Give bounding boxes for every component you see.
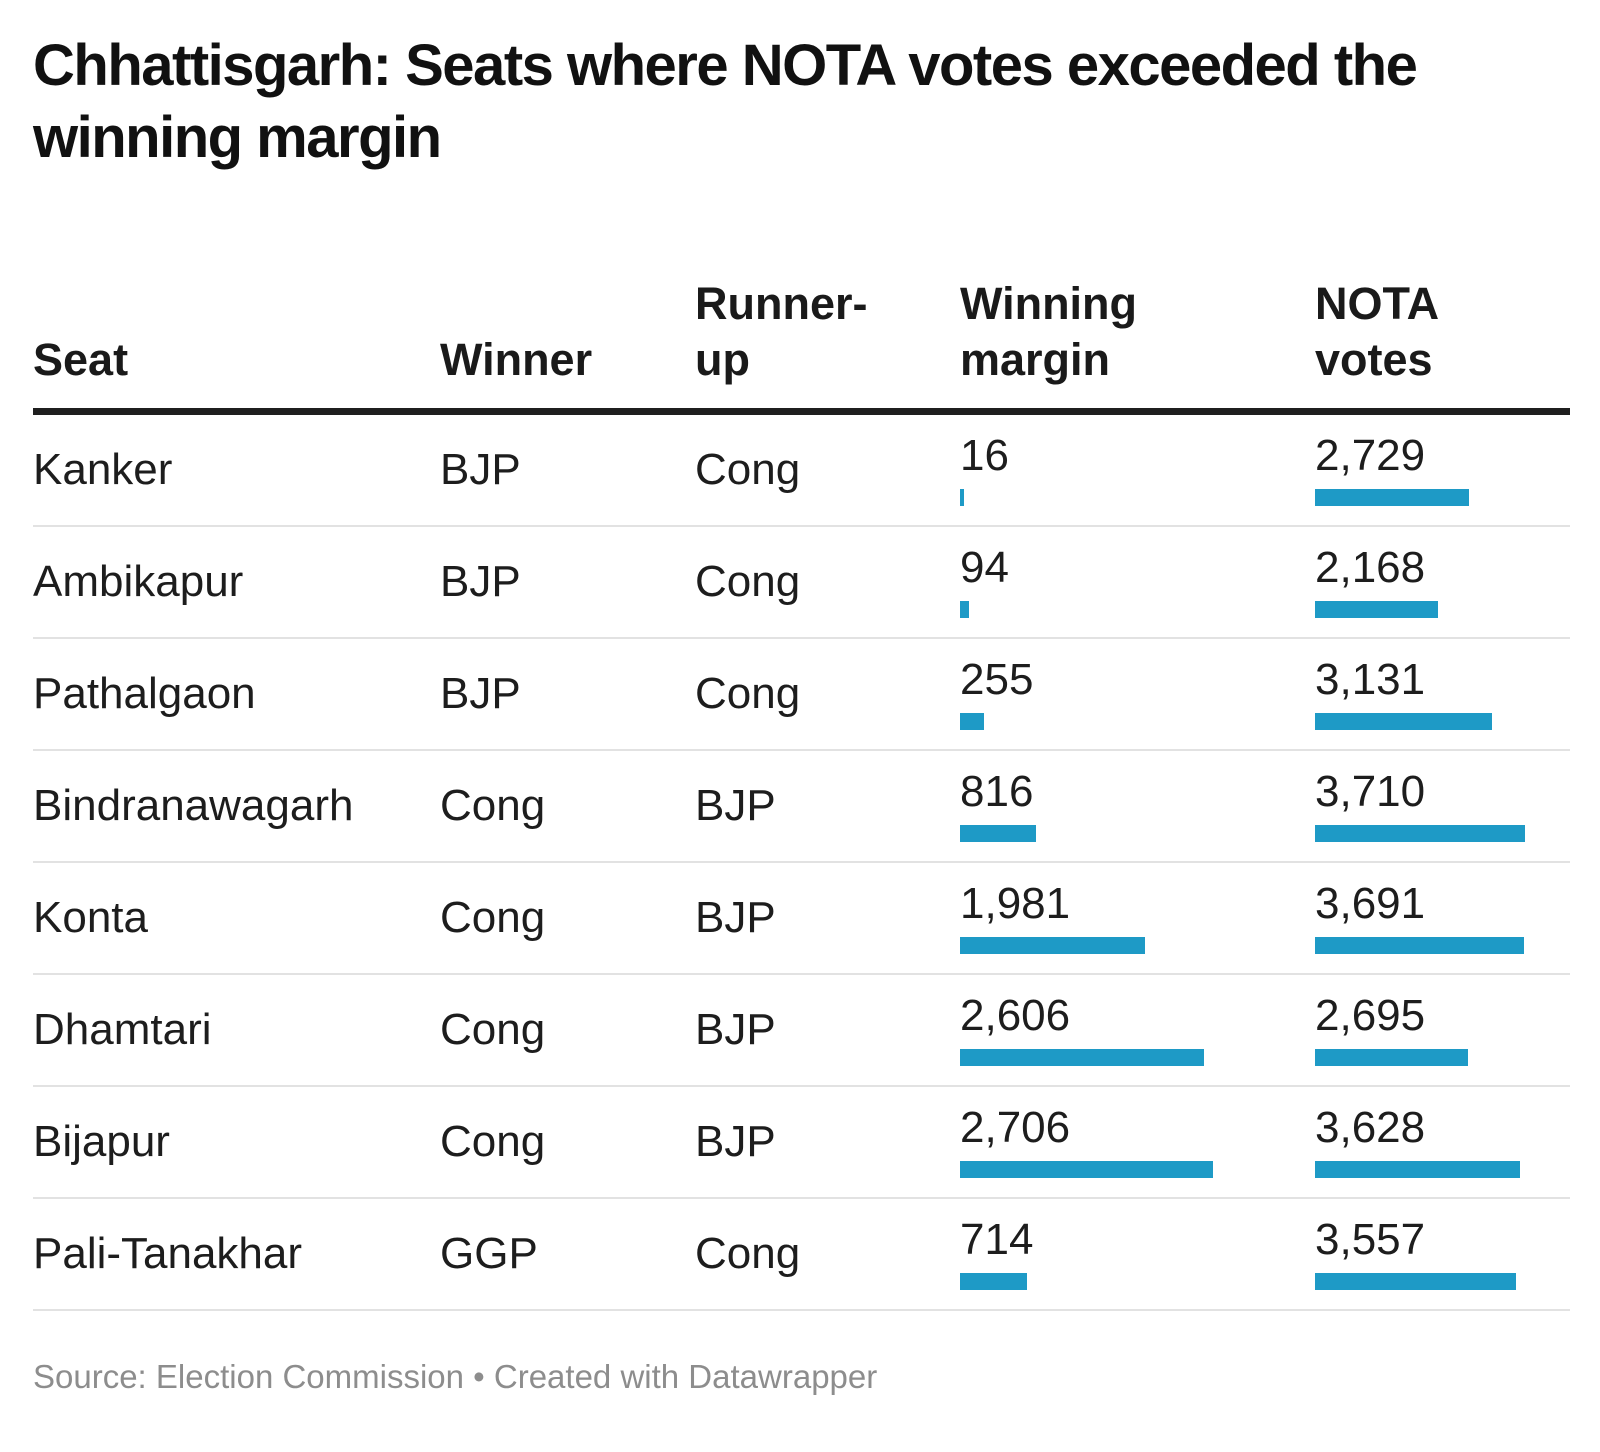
nota-votes-bar: [1315, 937, 1524, 954]
nota-votes-bar: [1315, 1161, 1521, 1178]
runner-up-cell: BJP: [695, 1117, 776, 1166]
seat-cell: Pali-Tanakhar: [33, 1229, 303, 1278]
winning-margin-cell: 816: [960, 751, 1315, 861]
table-row: Ambikapur BJP Cong 94 2,168: [33, 527, 1570, 639]
runner-up-cell: Cong: [695, 1229, 801, 1278]
column-header-seat-label: Seat: [33, 334, 129, 385]
column-header-runner-up-label: Runner-up: [695, 278, 868, 385]
runner-up-cell: BJP: [695, 1005, 776, 1054]
winning-margin-bar: [960, 1273, 1027, 1290]
runner-up-cell: Cong: [695, 557, 801, 606]
seat-cell: Kanker: [33, 445, 173, 494]
table-row: Pali-Tanakhar GGP Cong 714 3,557: [33, 1199, 1570, 1311]
nota-votes-value: 2,168: [1315, 543, 1426, 592]
nota-votes-cell: 2,695: [1315, 975, 1570, 1085]
seat-cell: Bindranawagarh: [33, 781, 354, 830]
nota-votes-value: 3,628: [1315, 1103, 1426, 1152]
table-row: Bindranawagarh Cong BJP 816 3,710: [33, 751, 1570, 863]
table-row: Kanker BJP Cong 16 2,729: [33, 415, 1570, 527]
winning-margin-value: 16: [960, 431, 1009, 480]
nota-votes-cell: 3,710: [1315, 751, 1570, 861]
winner-cell: Cong: [440, 1117, 546, 1166]
nota-votes-bar: [1315, 1273, 1517, 1290]
winning-margin-value: 2,606: [960, 991, 1071, 1040]
nota-votes-bar: [1315, 825, 1525, 842]
winning-margin-bar: [960, 937, 1146, 954]
chart-title: Chhattisgarh: Seats where NOTA votes exc…: [33, 33, 1418, 170]
winning-margin-cell: 1,981: [960, 863, 1315, 973]
nota-votes-bar: [1315, 489, 1470, 506]
winning-margin-cell: 94: [960, 527, 1315, 637]
winning-margin-value: 816: [960, 767, 1034, 816]
winner-cell: BJP: [440, 557, 521, 606]
winner-cell: GGP: [440, 1229, 538, 1278]
nota-votes-cell: 2,729: [1315, 415, 1570, 525]
column-header-winner: Winner: [440, 332, 695, 408]
nota-votes-value: 3,691: [1315, 879, 1426, 928]
table-body: Kanker BJP Cong 16 2,729 Ambikapur BJP C…: [33, 415, 1570, 1311]
nota-votes-cell: 2,168: [1315, 527, 1570, 637]
nota-votes-value: 3,557: [1315, 1215, 1426, 1264]
runner-up-cell: Cong: [695, 669, 801, 718]
winning-margin-cell: 2,606: [960, 975, 1315, 1085]
nota-votes-bar: [1315, 1049, 1468, 1066]
winning-margin-bar: [960, 1161, 1213, 1178]
seat-cell: Bijapur: [33, 1117, 170, 1166]
table-header-row: Seat Winner Runner-up Winning margin NOT…: [33, 220, 1570, 415]
winning-margin-value: 94: [960, 543, 1009, 592]
column-header-nota-votes: NOTA votes: [1315, 276, 1570, 408]
nota-votes-value: 2,729: [1315, 431, 1426, 480]
table-row: Bijapur Cong BJP 2,706 3,628: [33, 1087, 1570, 1199]
winning-margin-value: 1,981: [960, 879, 1071, 928]
chart-page: Chhattisgarh: Seats where NOTA votes exc…: [33, 33, 1570, 1395]
winning-margin-bar: [960, 601, 969, 618]
nota-votes-bar: [1315, 713, 1493, 730]
nota-votes-value: 3,710: [1315, 767, 1426, 816]
column-header-winning-margin-label: Winning margin: [960, 278, 1138, 385]
winning-margin-cell: 714: [960, 1199, 1315, 1309]
seat-cell: Konta: [33, 893, 148, 942]
winner-cell: BJP: [440, 669, 521, 718]
column-header-runner-up: Runner-up: [695, 276, 960, 408]
winning-margin-value: 255: [960, 655, 1034, 704]
winning-margin-cell: 16: [960, 415, 1315, 525]
nota-table: Seat Winner Runner-up Winning margin NOT…: [33, 220, 1570, 1311]
runner-up-cell: BJP: [695, 781, 776, 830]
winning-margin-bar: [960, 1049, 1204, 1066]
nota-votes-cell: 3,557: [1315, 1199, 1570, 1309]
source-note: Source: Election Commission • Created wi…: [33, 1358, 878, 1395]
seat-cell: Dhamtari: [33, 1005, 212, 1054]
seat-cell: Ambikapur: [33, 557, 244, 606]
column-header-winning-margin: Winning margin: [960, 276, 1315, 408]
winner-cell: Cong: [440, 893, 546, 942]
winning-margin-cell: 255: [960, 639, 1315, 749]
column-header-winner-label: Winner: [440, 334, 593, 385]
seat-cell: Pathalgaon: [33, 669, 256, 718]
table-row: Dhamtari Cong BJP 2,606 2,695: [33, 975, 1570, 1087]
winning-margin-bar: [960, 825, 1037, 842]
nota-votes-cell: 3,131: [1315, 639, 1570, 749]
column-header-nota-votes-label: NOTA votes: [1315, 278, 1438, 385]
nota-votes-value: 3,131: [1315, 655, 1426, 704]
winning-margin-bar: [960, 489, 964, 506]
winner-cell: Cong: [440, 781, 546, 830]
table-row: Konta Cong BJP 1,981 3,691: [33, 863, 1570, 975]
nota-votes-cell: 3,691: [1315, 863, 1570, 973]
table-row: Pathalgaon BJP Cong 255 3,131: [33, 639, 1570, 751]
winning-margin-value: 714: [960, 1215, 1034, 1264]
nota-votes-cell: 3,628: [1315, 1087, 1570, 1197]
runner-up-cell: Cong: [695, 445, 801, 494]
winning-margin-value: 2,706: [960, 1103, 1071, 1152]
winning-margin-cell: 2,706: [960, 1087, 1315, 1197]
runner-up-cell: BJP: [695, 893, 776, 942]
nota-votes-bar: [1315, 601, 1438, 618]
winner-cell: Cong: [440, 1005, 546, 1054]
winning-margin-bar: [960, 713, 984, 730]
column-header-seat: Seat: [33, 332, 440, 408]
nota-votes-value: 2,695: [1315, 991, 1426, 1040]
winner-cell: BJP: [440, 445, 521, 494]
